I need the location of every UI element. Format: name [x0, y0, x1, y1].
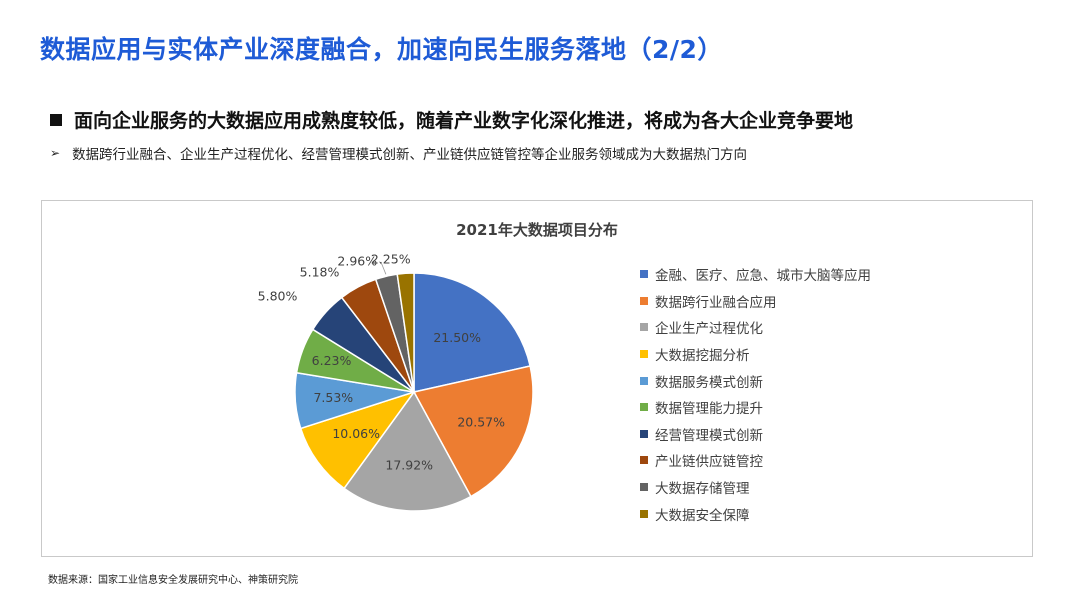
sub-bullet: ➢ 数据跨行业融合、企业生产过程优化、经营管理模式创新、产业链供应链管控等企业服… [50, 143, 747, 163]
chart-frame: 2021年大数据项目分布 21.50% 20.57% 17.92% 10.06% 7.5… [41, 200, 1033, 557]
pie-slice-label: 7.53% [313, 390, 353, 405]
pie-slice [413, 272, 532, 393]
legend-label: 产业链供应链管控 [655, 454, 763, 471]
legend-swatch [640, 456, 648, 465]
legend-label: 经营管理模式创新 [655, 427, 763, 444]
bullet-square-icon [50, 113, 62, 126]
legend-item: 数据管理能力提升 [640, 394, 871, 421]
pie-slice-label: 17.92% [385, 458, 433, 473]
legend-item: 经营管理模式创新 [640, 421, 871, 448]
legend-swatch [640, 296, 648, 305]
arrow-bullet-icon: ➢ [50, 146, 61, 160]
data-source-note: 数据来源：国家工业信息安全发展研究中心、神策研究院 [48, 575, 298, 586]
pie-slice-label: 2.96% [337, 254, 377, 269]
pie-slice-label: 5.18% [300, 265, 340, 280]
legend-swatch [640, 509, 648, 518]
pie-slice-label: 5.80% [258, 289, 298, 304]
pie-slice-label: 20.57% [457, 415, 505, 430]
slide-title: 数据应用与实体产业深度融合，加速向民生服务落地（2/2） [40, 35, 723, 64]
pie-chart: 21.50% 20.57% 17.92% 10.06% 7.53% 6.23% 5.80%5… [258, 251, 534, 512]
leader-line [378, 261, 387, 275]
pie-slice [412, 365, 534, 498]
legend-label: 大数据存储管理 [655, 481, 750, 498]
legend-item: 金融、医疗、应急、城市大脑等应用 [640, 261, 871, 288]
legend-label: 大数据挖掘分析 [655, 348, 750, 365]
pie-slice [299, 390, 416, 490]
pie-slice-label: 6.23% [312, 353, 352, 368]
legend-item: 数据跨行业融合应用 [640, 288, 871, 315]
legend-label: 金融、医疗、应急、城市大脑等应用 [655, 268, 871, 285]
pie-slice [343, 390, 472, 512]
legend-label: 企业生产过程优化 [655, 321, 763, 338]
legend-swatch [640, 483, 648, 492]
chart-title: 2021年大数据项目分布 [456, 221, 618, 239]
legend-item: 企业生产过程优化 [640, 314, 871, 341]
legend-item: 大数据挖掘分析 [640, 341, 871, 368]
chart-legend: 金融、医疗、应急、城市大脑等应用 数据跨行业融合应用 企业生产过程优化 大数据挖掘分析… [640, 261, 871, 527]
pie-slice [396, 272, 415, 393]
legend-item: 大数据存储管理 [640, 474, 871, 501]
main-bullet-text: 面向企业服务的大数据应用成熟度较低，随着产业数字化深化推进，将成为各大企业竞争要… [74, 110, 854, 132]
legend-swatch [640, 350, 648, 359]
legend-label: 数据跨行业融合应用 [655, 294, 777, 311]
legend-swatch [640, 403, 648, 412]
sub-bullet-text: 数据跨行业融合、企业生产过程优化、经营管理模式创新、产业链供应链管控等企业服务领… [72, 147, 748, 163]
pie-slice-label: 21.50% [433, 330, 481, 345]
legend-label: 大数据安全保障 [655, 507, 750, 524]
main-bullet: 面向企业服务的大数据应用成熟度较低，随着产业数字化深化推进，将成为各大企业竞争要… [50, 106, 853, 133]
legend-label: 数据管理能力提升 [655, 401, 763, 418]
legend-item: 数据服务模式创新 [640, 367, 871, 394]
legend-label: 数据服务模式创新 [655, 374, 763, 391]
pie-slice-label: 2.25% [371, 251, 411, 266]
legend-swatch [640, 429, 648, 438]
legend-swatch [640, 270, 648, 279]
legend-swatch [640, 376, 648, 385]
legend-item: 大数据安全保障 [640, 500, 871, 527]
legend-item: 产业链供应链管控 [640, 447, 871, 474]
pie-slice-label: 10.06% [332, 426, 380, 441]
legend-swatch [640, 323, 648, 332]
